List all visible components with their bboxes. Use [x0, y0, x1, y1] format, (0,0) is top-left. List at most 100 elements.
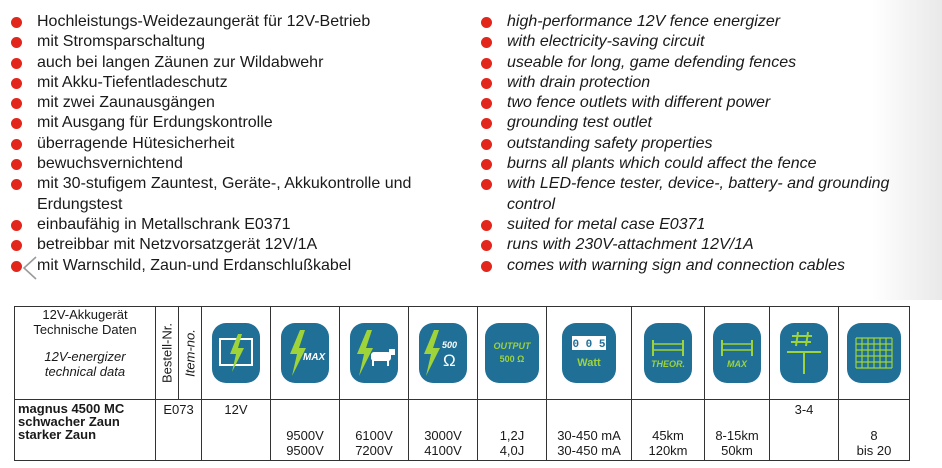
max-length-cell: 8-15km 50km [704, 399, 770, 461]
bullet-icon [11, 118, 22, 130]
icon-cell-maxfence: MAX [704, 306, 770, 400]
bullet-icon [481, 260, 492, 272]
ohm-voltage-weak: 3000V [424, 428, 462, 443]
icon-cell-watt: 0 0 5 Watt [546, 306, 632, 400]
max-fence-text: MAX [727, 359, 748, 369]
chevron-left-icon[interactable] [20, 255, 40, 281]
theoretical-fence-icon: THEOR. [644, 323, 692, 383]
model-name: magnus 4500 MC [18, 401, 125, 416]
voltage-cell: 12V [201, 399, 271, 461]
feature-de-text: mit 30-stufigem Zauntest, Geräte-, Akkuk… [37, 175, 412, 213]
ground-rods-value: 3-4 [794, 402, 814, 417]
feature-de-item: mit zwei Zaunausgängen [11, 93, 461, 113]
model-weak-fence: schwacher Zaun [18, 414, 120, 429]
item-number-header: Item-no. [178, 306, 202, 400]
feature-en-item: useable for long, game defending fences [481, 53, 941, 73]
feature-de-text: mit Akku-Tiefentladeschutz [37, 73, 228, 91]
animal-voltage-cell: 6100V 7200V [339, 399, 409, 461]
feature-de-item: mit Warnschild, Zaun-und Erdanschlußkabe… [11, 256, 461, 276]
feature-de-text: mit Stromsparschaltung [37, 33, 206, 51]
feature-en-item: high-performance 12V fence energizer [481, 12, 941, 32]
current-strong: 30-450 mA [557, 443, 621, 458]
fence-mesh-icon [847, 323, 901, 383]
feature-en-item: burns all plants which could affect the … [481, 154, 941, 174]
fence-wires-cell: 8 bis 20 [838, 399, 910, 461]
table-title-en: 12V-energizer technical data [15, 349, 155, 379]
feature-en-item: runs with 230V-attachment 12V/1A [481, 235, 941, 255]
feature-en-item: suited for metal case E0371 [481, 215, 941, 235]
bullet-icon [481, 17, 492, 28]
bolt-animal-icon [350, 323, 398, 383]
model-strong-fence: starker Zaun [18, 427, 97, 442]
feature-de-text: mit zwei Zaunausgängen [37, 94, 215, 112]
feature-list-german: Hochleistungs-Weidezaungerät für 12V-Bet… [11, 12, 461, 276]
fence-wires-weak: 8 [870, 428, 878, 443]
table-title-de-1: 12V-Akkugerät [42, 307, 128, 322]
animal-voltage-weak: 6100V [355, 428, 393, 443]
ohm-voltage-cell: 3000V 4100V [408, 399, 478, 461]
page-edge-shadow [872, 0, 942, 300]
order-number-header: Bestell-Nr. [155, 306, 179, 400]
output-energy-weak: 1,2J [499, 428, 525, 443]
feature-en-text: suited for metal case E0371 [507, 215, 706, 233]
current-weak: 30-450 mA [557, 428, 621, 443]
feature-de-item: mit 30-stufigem Zauntest, Geräte-, Akkuk… [11, 174, 461, 215]
feature-en-text: grounding test outlet [507, 114, 652, 132]
feature-en-text: with electricity-saving circuit [507, 33, 705, 51]
model-cell: magnus 4500 MC schwacher Zaun starker Za… [14, 399, 156, 461]
feature-de-item: überragende Hütesicherheit [11, 134, 461, 154]
output-energy-strong: 4,0J [499, 443, 525, 458]
fence-wires-strong: bis 20 [856, 443, 892, 458]
icon-cell-max: MAX [270, 306, 340, 400]
bullet-icon [11, 219, 22, 231]
item-number-label: Item-no. [182, 329, 198, 377]
bullet-icon [11, 17, 22, 28]
icon-cell-theor: THEOR. [631, 306, 705, 400]
output-text: OUTPUT [494, 341, 533, 351]
bullet-icon [11, 240, 22, 252]
item-number-value: E073 [163, 402, 194, 417]
bullet-icon [481, 240, 492, 252]
feature-de-text: mit Warnschild, Zaun-und Erdanschlußkabe… [37, 256, 352, 274]
animal-voltage-strong: 7200V [355, 443, 393, 458]
feature-de-text: bewuchsvernichtend [37, 155, 183, 173]
bullet-icon [481, 57, 492, 69]
battery-bolt-icon [212, 323, 260, 383]
feature-en-item: comes with warning sign and connection c… [481, 256, 941, 276]
feature-en-item: with drain protection [481, 73, 941, 93]
feature-en-text: burns all plants which could affect the … [507, 155, 817, 173]
watt-counter-icon: 0 0 5 Watt [562, 323, 616, 383]
item-number-cell: E073 [155, 399, 202, 461]
feature-de-item: einbaufähig in Metallschrank E0371 [11, 215, 461, 235]
feature-en-item: with LED-fence tester, device-, battery-… [481, 174, 941, 215]
max-fence-icon: MAX [713, 323, 761, 383]
table-title-en-1: 12V-energizer [44, 349, 126, 364]
bullet-icon [11, 57, 22, 69]
ground-rod-icon [780, 323, 828, 383]
feature-de-item: Hochleistungs-Weidezaungerät für 12V-Bet… [11, 12, 461, 32]
bolt-max-icon: MAX [281, 323, 329, 383]
max-voltage-strong: 9500V [286, 443, 324, 458]
table-header-row: 12V-Akkugerät Technische Daten 12V-energ… [14, 306, 910, 400]
feature-de-item: mit Akku-Tiefentladeschutz [11, 73, 461, 93]
feature-de-item: mit Ausgang für Erdungskontrolle [11, 113, 461, 133]
feature-en-item: two fence outlets with different power [481, 93, 941, 113]
feature-de-item: auch bei langen Zäunen zur Wildabwehr [11, 53, 461, 73]
technical-data-table: 12V-Akkugerät Technische Daten 12V-energ… [14, 306, 910, 461]
icon-cell-ohm: 500 Ω [408, 306, 478, 400]
table-row: magnus 4500 MC schwacher Zaun starker Za… [14, 399, 910, 461]
feature-en-text: with LED-fence tester, device-, battery-… [507, 175, 890, 213]
feature-de-text: Hochleistungs-Weidezaungerät für 12V-Bet… [37, 13, 371, 30]
order-number-label: Bestell-Nr. [159, 323, 175, 383]
feature-en-text: runs with 230V-attachment 12V/1A [507, 236, 754, 254]
output-500-ohm-icon: OUTPUT 500 Ω [485, 323, 539, 383]
feature-en-text: with drain protection [507, 73, 651, 91]
feature-de-text: auch bei langen Zäunen zur Wildabwehr [37, 53, 324, 71]
theor-text: THEOR. [651, 359, 685, 369]
table-title-de-2: Technische Daten [33, 322, 137, 337]
bullet-icon [481, 98, 492, 110]
feature-de-item: bewuchsvernichtend [11, 154, 461, 174]
bullet-icon [11, 37, 22, 49]
max-length-strong: 50km [721, 443, 753, 458]
max-voltage-weak: 9500V [286, 428, 324, 443]
